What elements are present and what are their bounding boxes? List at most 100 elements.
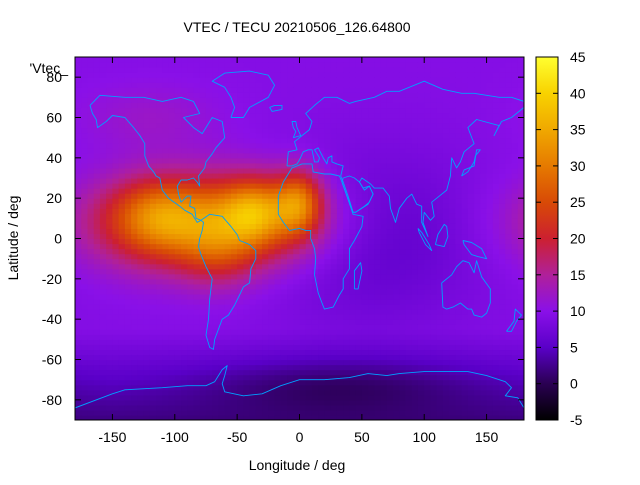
heat-cell (268, 152, 276, 159)
heat-cell (181, 329, 188, 335)
heat-cell (81, 399, 89, 406)
heat-cell (486, 97, 494, 103)
heat-cell (330, 379, 338, 386)
heat-cell (268, 263, 276, 270)
heat-cell (349, 127, 357, 134)
heat-cell (299, 369, 307, 376)
heat-cell (449, 193, 457, 199)
heat-cell (480, 268, 488, 275)
heat-cell (299, 233, 307, 240)
heat-cell (255, 248, 263, 255)
heat-cell (424, 183, 432, 189)
heat-cell (399, 102, 407, 109)
heat-cell (156, 117, 163, 124)
heat-cell (461, 389, 469, 396)
heat-cell (75, 258, 82, 265)
heat-cell (93, 364, 101, 371)
heat-cell (75, 409, 82, 416)
heat-cell (81, 183, 89, 189)
heat-cell (374, 137, 382, 144)
heat-cell (87, 147, 95, 154)
heat-cell (336, 243, 344, 250)
heat-cell (268, 349, 276, 356)
heat-cell (199, 142, 207, 149)
heat-cell (93, 354, 101, 361)
heat-cell (137, 188, 145, 194)
heat-cell (480, 404, 488, 411)
heat-cell (249, 364, 257, 371)
heat-cell (137, 273, 145, 280)
heat-cell (106, 243, 114, 250)
heat-cell (393, 263, 400, 270)
heat-cell (492, 283, 500, 290)
heat-cell (311, 213, 319, 219)
heat-cell (430, 344, 438, 351)
heat-cell (411, 404, 419, 411)
heat-cell (380, 57, 388, 63)
heat-cell (162, 339, 170, 345)
heat-cell (218, 344, 226, 351)
heat-cell (268, 404, 276, 411)
heat-cell (336, 67, 344, 73)
heat-cell (193, 324, 201, 330)
heat-cell (280, 354, 288, 361)
heat-cell (112, 162, 120, 169)
heat-cell (467, 309, 475, 315)
heat-cell (81, 248, 89, 255)
heat-cell (168, 97, 176, 103)
heat-cell (305, 374, 313, 381)
heat-cell (430, 309, 438, 315)
heat-cell (318, 288, 326, 295)
heat-cell (299, 162, 307, 169)
heat-cell (474, 137, 481, 144)
heat-cell (417, 112, 425, 119)
heat-cell (411, 288, 419, 295)
heat-cell (480, 213, 488, 219)
heat-cell (131, 213, 138, 219)
heat-cell (311, 142, 319, 149)
heat-cell (131, 132, 138, 139)
heat-cell (355, 178, 363, 184)
heat-cell (405, 283, 413, 290)
heat-cell (461, 394, 469, 401)
heat-cell (75, 384, 82, 391)
heat-cell (143, 188, 151, 194)
heat-cell (131, 183, 138, 189)
heat-cell (411, 112, 419, 119)
heat-cell (118, 152, 126, 159)
heat-cell (461, 188, 469, 194)
heat-cell (349, 142, 357, 149)
heat-cell (349, 354, 357, 361)
heat-cell (336, 404, 344, 411)
heat-cell (193, 309, 201, 315)
heat-cell (492, 238, 500, 245)
heat-cell (124, 183, 132, 189)
heat-cell (237, 107, 244, 114)
heat-cell (311, 374, 319, 381)
heat-cell (436, 399, 444, 406)
heat-cell (75, 82, 82, 88)
heat-cell (343, 228, 350, 235)
heat-cell (131, 394, 138, 401)
heat-cell (461, 213, 469, 219)
heat-cell (287, 228, 294, 235)
heat-cell (75, 172, 82, 179)
heat-cell (305, 117, 313, 124)
heat-cell (199, 329, 207, 335)
heat-cell (255, 87, 263, 93)
heat-cell (486, 319, 494, 325)
heat-cell (162, 349, 170, 356)
heat-cell (118, 304, 126, 310)
heat-cell (461, 354, 469, 361)
heat-cell (99, 268, 107, 275)
heat-cell (355, 374, 363, 381)
heat-cell (417, 293, 425, 300)
heat-cell (480, 349, 488, 356)
heat-cell (430, 97, 438, 103)
heat-cell (87, 233, 95, 240)
heat-cell (467, 67, 475, 73)
heat-cell (224, 142, 232, 149)
heat-cell (212, 344, 220, 351)
heat-cell (255, 324, 263, 330)
heat-cell (93, 102, 101, 109)
